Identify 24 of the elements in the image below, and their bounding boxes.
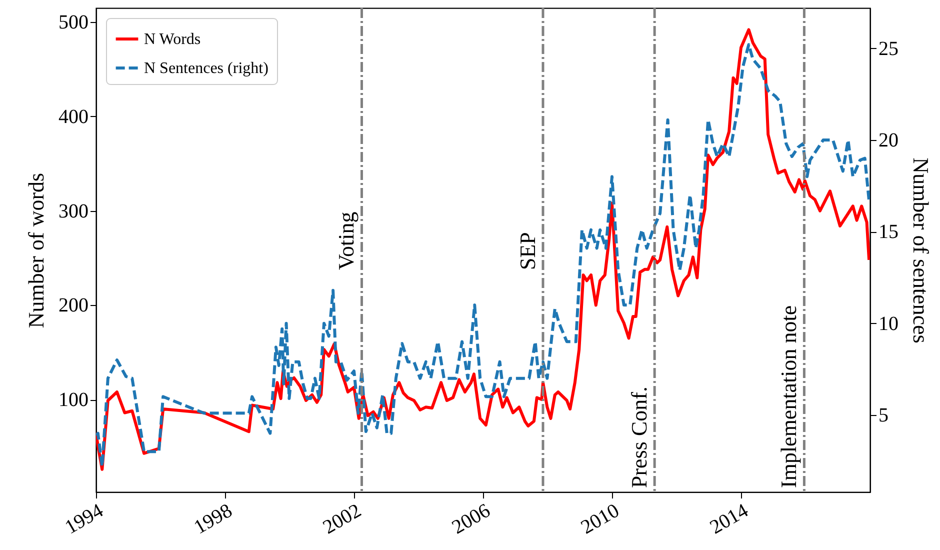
y2-tick-label: 20 bbox=[878, 130, 898, 152]
legend-label: N Sentences (right) bbox=[144, 60, 268, 77]
x-tick-label: 2010 bbox=[577, 500, 623, 539]
y2-tick-label: 25 bbox=[878, 38, 898, 60]
y-tick-label: 200 bbox=[58, 294, 88, 317]
y-tick-label: 500 bbox=[58, 12, 88, 34]
y-tick-label: 300 bbox=[58, 200, 88, 222]
ref-line-label: Voting bbox=[334, 212, 359, 270]
x-tick-label: 2014 bbox=[706, 500, 752, 539]
x-tick-label: 1994 bbox=[61, 500, 107, 539]
y-tick-label: 100 bbox=[58, 389, 88, 412]
x-tick-label: 2002 bbox=[319, 500, 365, 539]
y2-tick-label: 15 bbox=[878, 221, 898, 244]
ref-line-label: SEP bbox=[514, 232, 540, 270]
y2-tick-label: 5 bbox=[878, 404, 888, 426]
y-axis-title: Number of words bbox=[24, 172, 48, 328]
y2-axis-title: Number of sentences bbox=[908, 158, 934, 344]
ref-line-label: Press Conf. bbox=[626, 386, 652, 488]
x-tick-label: 1998 bbox=[190, 500, 236, 539]
y2-tick-label: 10 bbox=[878, 312, 898, 335]
legend-label: N Words bbox=[144, 31, 201, 48]
ref-line-label: Implementation note bbox=[776, 305, 802, 488]
x-tick-label: 2006 bbox=[448, 500, 494, 539]
y-tick-label: 400 bbox=[58, 106, 88, 128]
